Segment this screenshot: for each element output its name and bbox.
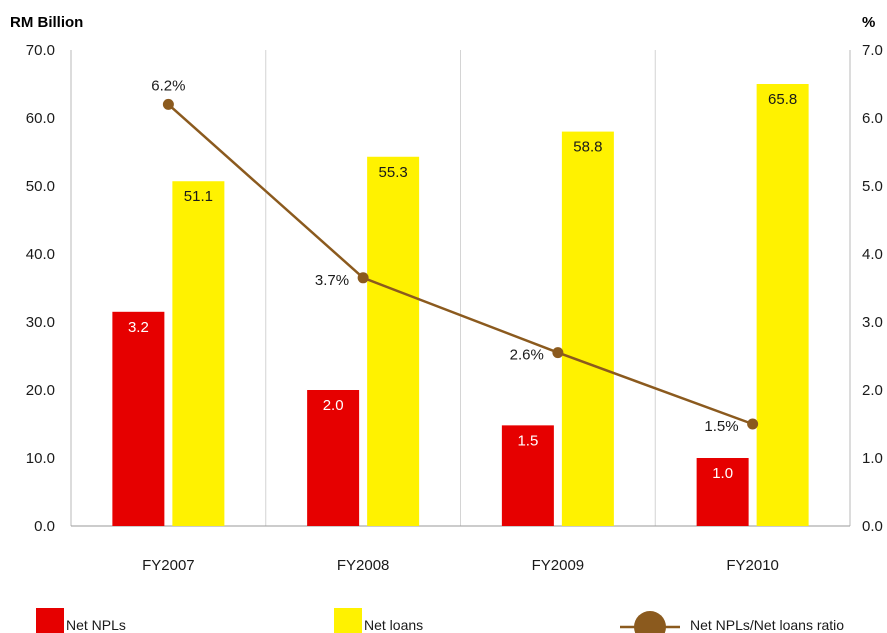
legend-label-net-npls: Net NPLs (66, 617, 126, 633)
y-tick-label-left: 10.0 (26, 450, 55, 467)
y-tick-label-left: 70.0 (26, 42, 55, 59)
legend-swatch-net-loans (334, 608, 362, 633)
data-label-net-loans: 65.8 (768, 91, 797, 108)
y-tick-label-right: 2.0 (862, 382, 883, 399)
x-tick-label: FY2008 (337, 557, 390, 574)
ratio-point (552, 347, 564, 359)
x-tick-label: FY2007 (142, 557, 195, 574)
legend-label-net-loans: Net loans (364, 617, 423, 633)
bar-net-loans (172, 181, 225, 527)
data-label-net-npls: 1.5 (517, 432, 538, 449)
y-ticks-right: 0.0 1.0 2.0 3.0 4.0 5.0 6.0 7.0 (862, 42, 883, 535)
y-tick-label-left: 30.0 (26, 314, 55, 331)
bar-net-loans (756, 84, 809, 526)
y-tick-label-right: 7.0 (862, 42, 883, 59)
series-line-ratio (167, 103, 754, 426)
bar-net-loans (367, 156, 420, 526)
x-ticks: FY2007 FY2008 FY2009 FY2010 (142, 557, 779, 574)
y-tick-label-left: 40.0 (26, 246, 55, 263)
bar-net-npls (501, 425, 554, 526)
ratio-line: 6.2% 3.7% 2.6% 1.5% (151, 77, 759, 435)
bar-net-npls (307, 390, 360, 526)
y-axis-right-title: % (862, 14, 875, 31)
x-tick-label: FY2009 (532, 557, 585, 574)
ratio-point (162, 98, 174, 110)
bar-net-loans (561, 131, 614, 526)
legend: Net NPLs Net loans Net NPLs/Net loans rati… (36, 608, 844, 633)
data-label-ratio: 1.5% (704, 418, 738, 435)
data-label-ratio: 6.2% (151, 77, 185, 94)
legend-label-net-npls-net-loans-ratio: Net NPLs/Net loans ratio (690, 617, 844, 633)
bars: 3.2 51.1 2.0 55.3 1.5 58.8 1.0 65.8 (112, 84, 809, 527)
data-label-net-loans: 58.8 (573, 139, 602, 156)
y-ticks-left: 0.0 10.0 20.0 30.0 40.0 50.0 60.0 70.0 (26, 42, 55, 535)
y-axis-left-title: RM Billion (10, 14, 83, 31)
data-label-net-loans: 51.1 (184, 188, 213, 205)
data-label-ratio: 3.7% (315, 272, 349, 289)
ratio-point (357, 272, 369, 284)
data-label-ratio: 2.6% (510, 347, 544, 364)
y-tick-label-left: 50.0 (26, 178, 55, 195)
y-tick-label-right: 4.0 (862, 246, 883, 263)
legend-swatch-net-npls (36, 608, 64, 633)
y-tick-label-left: 0.0 (34, 518, 55, 535)
y-tick-label-right: 0.0 (862, 518, 883, 535)
ratio-point (747, 418, 759, 430)
data-label-net-npls: 3.2 (128, 319, 149, 336)
data-label-net-npls: 2.0 (323, 397, 344, 414)
y-tick-label-left: 60.0 (26, 110, 55, 127)
x-tick-label: FY2010 (726, 557, 779, 574)
y-tick-label-right: 5.0 (862, 178, 883, 195)
data-label-net-npls: 1.0 (712, 465, 733, 482)
y-tick-label-right: 3.0 (862, 314, 883, 331)
y-tick-label-left: 20.0 (26, 382, 55, 399)
y-tick-label-right: 6.0 (862, 110, 883, 127)
legend-marker-net-npls-net-loans-ratio (634, 611, 666, 633)
bar-net-npls (112, 311, 165, 526)
y-tick-label-right: 1.0 (862, 450, 883, 467)
bar-net-npls (696, 458, 749, 526)
data-label-net-loans: 55.3 (379, 164, 408, 181)
